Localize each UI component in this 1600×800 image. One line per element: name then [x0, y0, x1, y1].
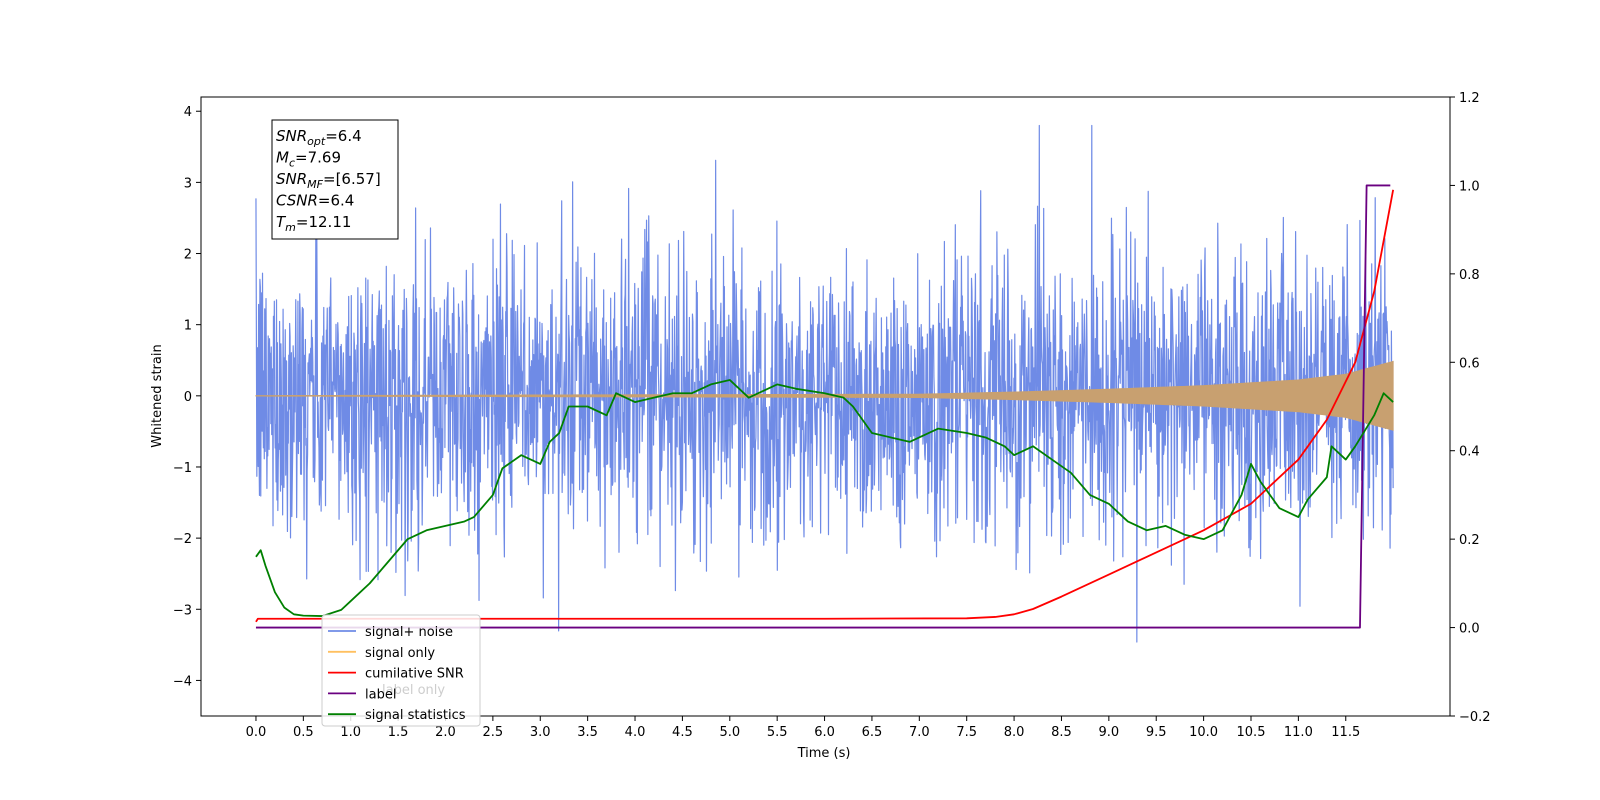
legend-entry-label: signal statistics — [365, 708, 466, 723]
series-label — [255, 184, 1391, 629]
x-tick-label: 1.5 — [388, 725, 409, 740]
x-tick-label: 2.0 — [435, 725, 456, 740]
x-tick-label: 1.0 — [340, 725, 361, 740]
y-right-tick-label: 0.2 — [1459, 533, 1480, 548]
x-tick-label: 5.0 — [719, 725, 740, 740]
series-cumulative-snr — [255, 189, 1395, 623]
x-tick-label: 3.0 — [530, 725, 551, 740]
y-left-tick-label: 3 — [184, 176, 192, 191]
stat-line: Mc=7.69 — [276, 149, 341, 170]
stat-line: SNRMF=[6.57] — [276, 170, 381, 191]
y-right-tick-label: 0.6 — [1459, 356, 1480, 371]
x-axis-label: Time (s) — [797, 746, 851, 761]
y-right-tick-label: 1.2 — [1459, 91, 1480, 106]
x-tick-label: 11.0 — [1284, 725, 1313, 740]
y-right-tick-label: −0.2 — [1459, 710, 1491, 725]
x-tick-label: 4.5 — [672, 725, 693, 740]
axes-frame — [200, 96, 1451, 717]
legend-ghost-text: label only — [382, 683, 445, 698]
stat-line: SNRopt=6.4 — [276, 127, 362, 148]
y-left-tick-label: 2 — [184, 248, 192, 263]
legend-entry-label: signal+ noise — [365, 625, 453, 640]
x-tick-label: 0.0 — [246, 725, 267, 740]
legend-entry-label: label — [365, 687, 396, 702]
stat-line: Tm=12.11 — [276, 213, 351, 234]
x-tick-label: 3.5 — [577, 725, 598, 740]
stat-line: CSNR=6.4 — [276, 192, 354, 210]
x-tick-label: 7.0 — [909, 725, 930, 740]
legend-frame — [321, 614, 481, 727]
y-right-tick-label: 1.0 — [1459, 179, 1480, 194]
x-tick-label: 2.5 — [483, 725, 504, 740]
x-tick-label: 4.0 — [625, 725, 646, 740]
y-left-tick-label: −4 — [173, 674, 192, 689]
x-tick-label: 5.5 — [767, 725, 788, 740]
legend: label only signal+ noise signal only cumila… — [321, 614, 481, 727]
x-tick-label: 7.5 — [956, 725, 977, 740]
y-left-tick-label: −1 — [173, 461, 192, 476]
x-tick-label: 0.5 — [293, 725, 314, 740]
x-tick-label: 6.5 — [862, 725, 883, 740]
stats-box-frame — [271, 119, 399, 240]
series-signal-statistics — [255, 379, 1394, 617]
x-tick-label: 8.5 — [1051, 725, 1072, 740]
legend-entry-label: cumilative SNR — [365, 667, 464, 682]
y-left-tick-label: −2 — [173, 532, 192, 547]
y-left-tick-label: 1 — [184, 319, 192, 334]
x-tick-label: 9.5 — [1146, 725, 1167, 740]
legend-entry-label: signal only — [365, 646, 435, 661]
y-left-tick-label: 4 — [184, 105, 192, 120]
y-right-tick-label: 0.0 — [1459, 622, 1480, 637]
y-right-tick-label: 0.8 — [1459, 268, 1480, 283]
x-tick-label: 6.0 — [814, 725, 835, 740]
y-axis-label: Whitened strain — [150, 344, 165, 447]
x-tick-label: 11.5 — [1331, 725, 1360, 740]
y-right-tick-label: 0.4 — [1459, 445, 1480, 460]
y-left-tick-label: 0 — [184, 390, 192, 405]
plot-area — [255, 124, 1395, 643]
axes: 0.0 0.5 1.0 1.5 2.0 2.5 3.0 3.5 4.0 4.5 5.0 5.5 6.0 6… — [173, 91, 1491, 740]
y-left-tick-label: −3 — [173, 603, 192, 618]
series-signal-only — [255, 360, 1394, 431]
x-tick-label: 8.0 — [1004, 725, 1025, 740]
series-group — [255, 124, 1395, 643]
x-tick-label: 10.0 — [1189, 725, 1218, 740]
x-tick-label: 9.0 — [1099, 725, 1120, 740]
x-tick-label: 10.5 — [1237, 725, 1266, 740]
